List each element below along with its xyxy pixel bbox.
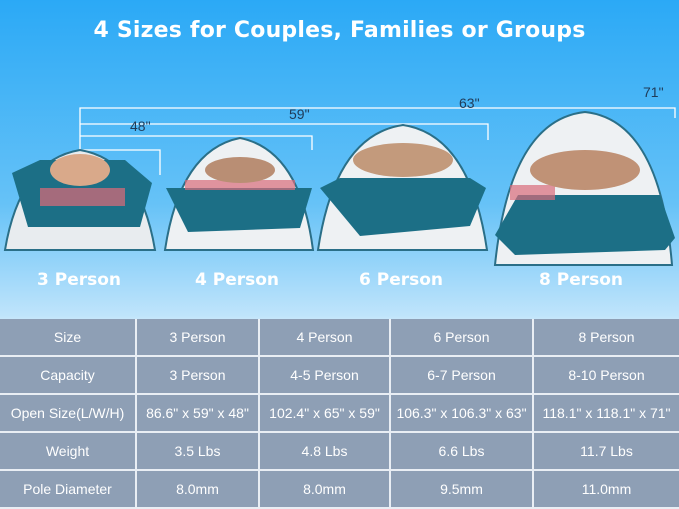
page-title: 4 Sizes for Couples, Families or Groups — [93, 18, 586, 43]
size-label-8-person: 8 Person — [538, 270, 624, 290]
table-cell: 4-5 Person — [258, 355, 391, 395]
size-label-6-person: 6 Person — [358, 270, 444, 290]
tent-8-person — [493, 110, 675, 266]
tent-3-person — [3, 148, 157, 251]
table-cell: 3 Person — [135, 319, 260, 357]
table-row: Open Size(L/W/H) 86.6" x 59" x 48" 102.4" … — [0, 393, 679, 433]
table-cell: 4 Person — [258, 319, 391, 357]
size-label-3-person: 3 Person — [36, 270, 122, 290]
table-cell: 86.6" x 59" x 48" — [135, 393, 260, 433]
table-row: Pole Diameter 8.0mm 8.0mm 9.5mm 11.0mm — [0, 469, 679, 509]
size-label-4-person: 4 Person — [194, 270, 280, 290]
table-cell: 4.8 Lbs — [258, 431, 391, 471]
table-cell: 8.0mm — [135, 469, 260, 509]
table-cell: 11.0mm — [532, 469, 679, 509]
row-header: Pole Diameter — [0, 469, 137, 509]
tent-6-person — [316, 123, 489, 251]
row-header: Capacity — [0, 355, 137, 395]
table-cell: 118.1" x 118.1" x 71" — [532, 393, 679, 433]
row-header: Size — [0, 319, 137, 357]
table-cell: 106.3" x 106.3" x 63" — [389, 393, 534, 433]
row-header: Open Size(L/W/H) — [0, 393, 137, 433]
table-cell: 9.5mm — [389, 469, 534, 509]
table-cell: 3.5 Lbs — [135, 431, 260, 471]
dimension-brackets — [79, 107, 676, 175]
table-cell: 6.6 Lbs — [389, 431, 534, 471]
table-cell: 11.7 Lbs — [532, 431, 679, 471]
table-cell: 8.0mm — [258, 469, 391, 509]
table-cell: 8-10 Person — [532, 355, 679, 395]
table-cell: 6-7 Person — [389, 355, 534, 395]
table-cell: 6 Person — [389, 319, 534, 357]
row-header: Weight — [0, 431, 137, 471]
table-row: Weight 3.5 Lbs 4.8 Lbs 6.6 Lbs 11.7 Lbs — [0, 431, 679, 471]
height-label-3-person: 48" — [130, 118, 151, 134]
table-row: Capacity 3 Person 4-5 Person 6-7 Person 8-10… — [0, 355, 679, 395]
height-label-8-person: 71" — [643, 84, 664, 100]
table-row: Size 3 Person 4 Person 6 Person 8 Person — [0, 319, 679, 357]
table-cell: 102.4" x 65" x 59" — [258, 393, 391, 433]
height-label-6-person: 63" — [459, 95, 480, 111]
tent-illustrations — [3, 107, 676, 266]
tent-4-person — [163, 136, 315, 251]
table-cell: 8 Person — [532, 319, 679, 357]
table-cell: 3 Person — [135, 355, 260, 395]
height-label-4-person: 59" — [289, 106, 310, 122]
spec-table: Size 3 Person 4 Person 6 Person 8 Person Capa… — [0, 319, 679, 509]
